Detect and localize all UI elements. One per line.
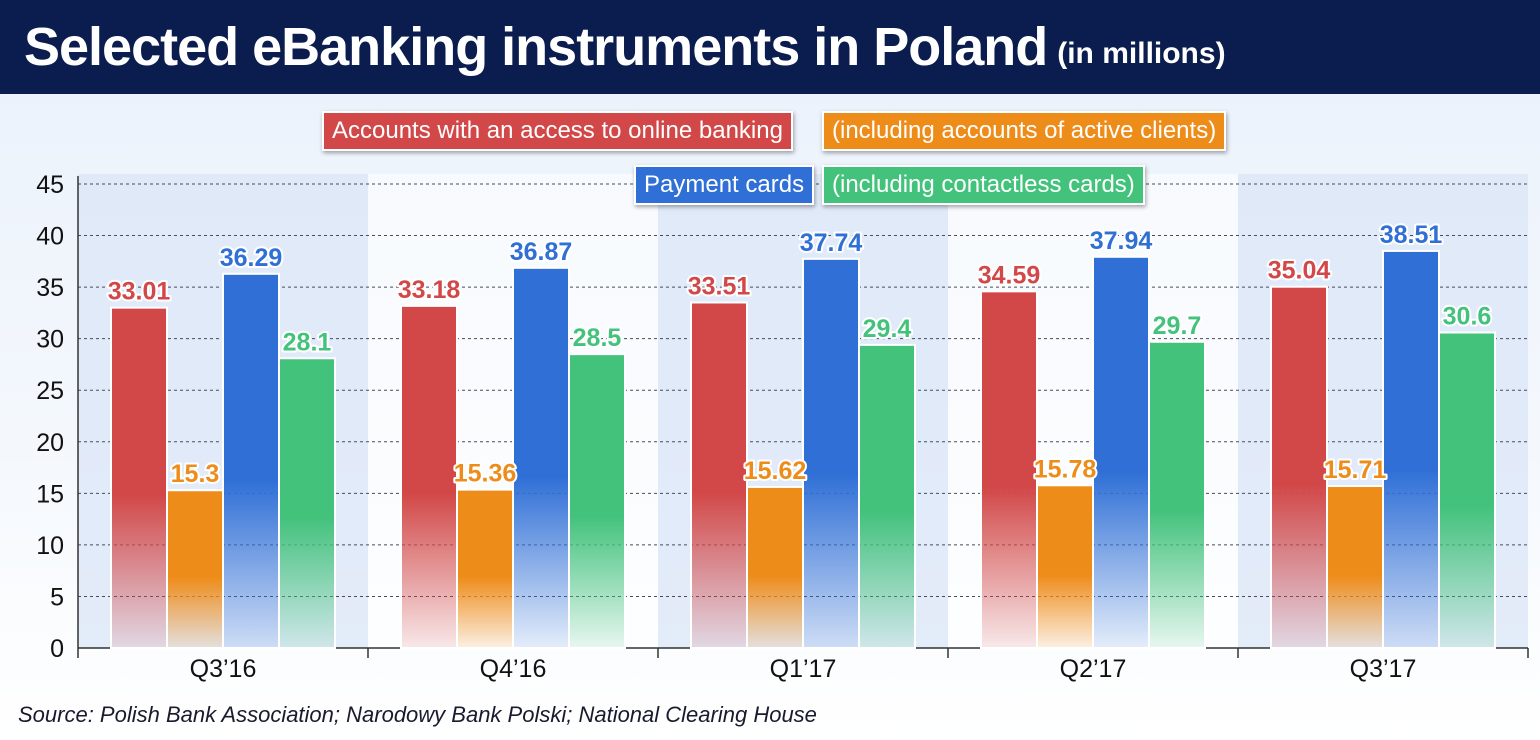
data-label: 35.04 — [1268, 257, 1331, 285]
data-label: 33.18 — [398, 276, 461, 304]
y-tick-label: 40 — [36, 223, 64, 251]
bar — [1148, 340, 1206, 649]
legend-accounts: Accounts with an access to online bankin… — [322, 111, 793, 151]
bar — [400, 304, 458, 649]
bar — [980, 290, 1038, 649]
x-category-label: Q2’17 — [1060, 655, 1127, 683]
bar-chart: 0 5 10 15 20 25 30 35 40 45 33.01 15.3 36.29 28.1 Q3’1… — [36, 171, 1529, 683]
legend-contactless-cards: (including contactless cards) — [822, 165, 1145, 205]
x-category-label: Q3’16 — [190, 655, 257, 683]
header-bar: Selected eBanking instruments in Poland … — [0, 0, 1540, 94]
bar — [110, 306, 168, 649]
bar — [1270, 285, 1328, 649]
y-tick-label: 20 — [36, 429, 64, 457]
x-category-label: Q4’16 — [480, 655, 547, 683]
data-label: 37.94 — [1090, 227, 1153, 255]
data-label: 30.6 — [1443, 302, 1492, 330]
data-label: 29.4 — [863, 315, 912, 343]
data-label: 37.74 — [800, 229, 863, 257]
data-label: 15.36 — [454, 460, 517, 488]
bar — [222, 272, 280, 649]
data-label: 34.59 — [978, 261, 1041, 289]
data-label: 28.1 — [283, 328, 332, 356]
legend-payment-cards: Payment cards — [634, 165, 815, 205]
bar — [456, 488, 514, 649]
data-label: 15.78 — [1034, 455, 1097, 483]
data-label: 33.01 — [108, 278, 171, 306]
bar — [1092, 255, 1150, 649]
bar — [512, 266, 570, 649]
y-tick-label: 0 — [50, 635, 64, 663]
bar — [802, 257, 860, 649]
y-tick-label: 45 — [36, 171, 64, 199]
bar — [1438, 331, 1496, 649]
y-tick-label: 10 — [36, 532, 64, 560]
y-tick-label: 35 — [36, 274, 64, 302]
bar — [1036, 484, 1094, 650]
y-tick-label: 25 — [36, 377, 64, 405]
data-label: 36.87 — [510, 238, 573, 266]
y-tick-label: 15 — [36, 480, 64, 508]
bar — [166, 489, 224, 649]
data-label: 38.51 — [1380, 221, 1443, 249]
x-category-label: Q1’17 — [770, 655, 837, 683]
source-note: Source: Polish Bank Association; Narodow… — [18, 702, 817, 727]
y-tick-label: 30 — [36, 326, 64, 354]
chart-subtitle: (in millions) — [1057, 37, 1226, 70]
data-label: 15.62 — [744, 457, 807, 485]
bar — [278, 357, 336, 649]
data-label: 15.3 — [171, 460, 220, 488]
legend-accounts-active: (including accounts of active clients) — [822, 111, 1227, 151]
data-label: 36.29 — [220, 244, 283, 272]
data-label: 29.7 — [1153, 312, 1202, 340]
chart-title: Selected eBanking instruments in Poland — [24, 17, 1048, 77]
bar — [1382, 249, 1440, 650]
bar — [1326, 485, 1384, 649]
data-label: 15.71 — [1324, 456, 1387, 484]
x-category-label: Q3’17 — [1350, 655, 1417, 683]
bar — [858, 343, 916, 649]
bar — [690, 301, 748, 649]
data-label: 33.51 — [688, 272, 751, 300]
data-label: 28.5 — [573, 324, 622, 352]
y-tick-label: 5 — [50, 583, 64, 611]
bar — [568, 353, 626, 649]
bar — [746, 485, 804, 649]
